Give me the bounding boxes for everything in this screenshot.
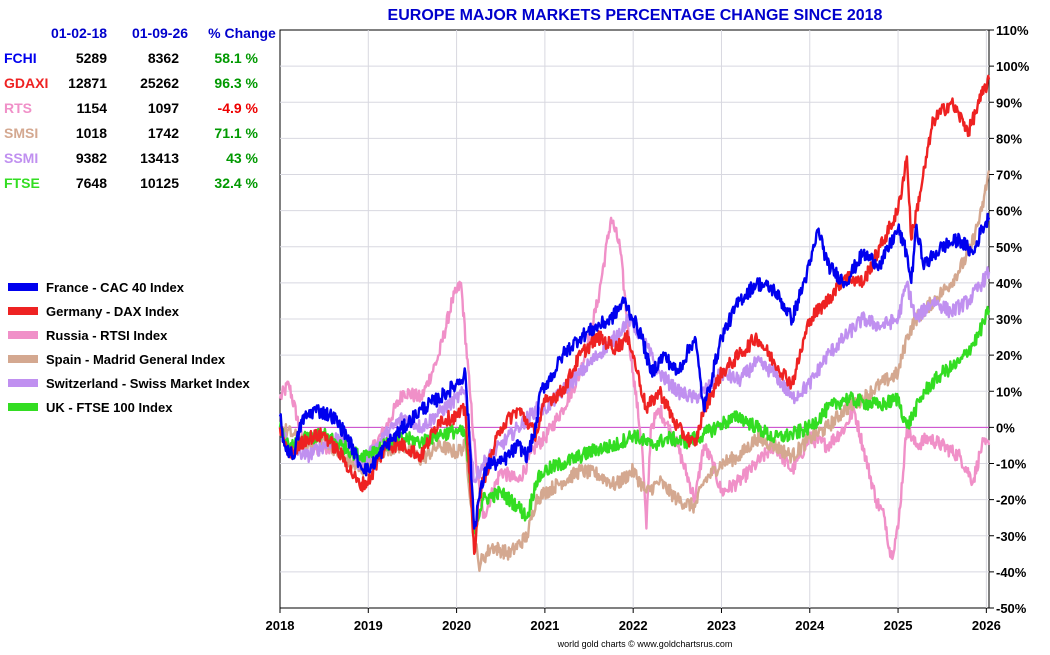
table-row-change: 32.4 % xyxy=(214,175,258,191)
y-tick-label: 70% xyxy=(996,168,1022,183)
y-tick-label: -40% xyxy=(996,565,1027,580)
table-row-start: 7648 xyxy=(76,175,107,191)
legend-label: France - CAC 40 Index xyxy=(46,280,185,295)
y-tick-label: -20% xyxy=(996,493,1027,508)
x-tick-label: 2025 xyxy=(884,618,913,633)
legend-label: UK - FTSE 100 Index xyxy=(46,400,173,415)
x-tick-label: 2026 xyxy=(972,618,1001,633)
table-row-name: GDAXI xyxy=(4,75,48,91)
x-tick-label: 2022 xyxy=(619,618,648,633)
table-row-name: RTS xyxy=(4,100,32,116)
series-line-russia-rtsi-index xyxy=(278,216,991,561)
table-header: 01-02-18 xyxy=(51,25,107,41)
x-tick-label: 2018 xyxy=(266,618,295,633)
chart-title: EUROPE MAJOR MARKETS PERCENTAGE CHANGE S… xyxy=(388,7,883,24)
y-tick-label: 20% xyxy=(996,348,1022,363)
y-tick-label: 40% xyxy=(996,276,1022,291)
legend-swatch xyxy=(8,331,38,339)
table-row-start: 1154 xyxy=(77,100,108,116)
y-tick-label: 110% xyxy=(996,23,1029,38)
table-row-start: 9382 xyxy=(76,150,107,166)
legend-label: Germany - DAX Index xyxy=(46,304,180,319)
table-row-end: 1097 xyxy=(148,100,179,116)
x-tick-label: 2021 xyxy=(530,618,559,633)
table-row-end: 10125 xyxy=(140,175,179,191)
series-line-france-cac-40-index xyxy=(278,212,991,530)
legend-swatch xyxy=(8,403,38,411)
table-row-name: SSMI xyxy=(4,150,38,166)
table-row-start: 12871 xyxy=(68,75,107,91)
series-lines xyxy=(278,74,991,572)
y-tick-label: -30% xyxy=(996,529,1027,544)
x-tick-label: 2024 xyxy=(795,618,825,633)
table-row-name: FCHI xyxy=(4,50,37,66)
legend-label: Russia - RTSI Index xyxy=(46,328,168,343)
table-row-name: SMSI xyxy=(4,125,38,141)
x-tick-label: 2023 xyxy=(707,618,736,633)
table-row-end: 25262 xyxy=(140,75,179,91)
summary-table: 01-02-18 01-09-26 % Change FCHI 5289 8362 58.1… xyxy=(4,25,276,191)
y-tick-label: 100% xyxy=(996,59,1030,74)
table-row-change: -4.9 % xyxy=(218,100,259,116)
y-tick-label: 50% xyxy=(996,240,1022,255)
y-tick-label: 0% xyxy=(996,420,1015,435)
x-tick-label: 2019 xyxy=(354,618,383,633)
legend-swatch xyxy=(8,307,38,315)
table-row-change: 96.3 % xyxy=(214,75,258,91)
table-row-change: 43 % xyxy=(226,150,258,166)
legend-label: Spain - Madrid General Index xyxy=(46,352,226,367)
table-row-end: 13413 xyxy=(140,150,179,166)
x-tick-label: 2020 xyxy=(442,618,471,633)
table-header: 01-09-26 xyxy=(132,25,188,41)
series-line-germany-dax-index xyxy=(278,74,991,555)
table-header: % Change xyxy=(208,25,276,41)
y-tick-label: -10% xyxy=(996,457,1027,472)
table-row-start: 1018 xyxy=(76,125,107,141)
legend-swatch xyxy=(8,355,38,363)
table-row-change: 71.1 % xyxy=(214,125,258,141)
legend: France - CAC 40 Index Germany - DAX Index… xyxy=(8,280,250,415)
table-row-start: 5289 xyxy=(76,50,107,66)
table-row-end: 8362 xyxy=(148,50,179,66)
table-row-end: 1742 xyxy=(148,125,179,141)
y-tick-label: 80% xyxy=(996,131,1022,146)
series-line-switzerland-swiss-market-index xyxy=(278,266,991,484)
y-tick-label: 90% xyxy=(996,95,1022,110)
legend-swatch xyxy=(8,379,38,387)
axes: 110% 100% 90% 80% 70% 60% 50% 40% 30% 20% 10% 0% -10… xyxy=(266,23,1030,633)
table-row-name: FTSE xyxy=(4,175,40,191)
legend-label: Switzerland - Swiss Market Index xyxy=(46,376,250,391)
legend-swatch xyxy=(8,283,38,291)
y-tick-label: 30% xyxy=(996,312,1022,327)
table-row-change: 58.1 % xyxy=(214,50,258,66)
y-tick-label: -50% xyxy=(996,601,1027,616)
y-tick-label: 10% xyxy=(996,384,1022,399)
chart-footer: world gold charts © www.goldchartsrus.co… xyxy=(557,639,733,649)
y-tick-label: 60% xyxy=(996,204,1022,219)
